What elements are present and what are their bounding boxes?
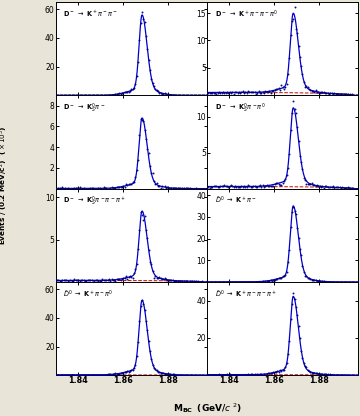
- Text: $\bar{D}^0$ $\to$ K$^+\pi^-\pi^0$: $\bar{D}^0$ $\to$ K$^+\pi^-\pi^0$: [63, 288, 114, 300]
- Text: $\bar{D}^0$ $\to$ K$^+\pi^-\pi^-\pi^+$: $\bar{D}^0$ $\to$ K$^+\pi^-\pi^-\pi^+$: [215, 288, 277, 300]
- Text: $\mathbf{M_{BC\ }}$ (GeV/$c^{\ 2}$): $\mathbf{M_{BC\ }}$ (GeV/$c^{\ 2}$): [173, 401, 242, 415]
- Text: D$^-$ $\to$ K$^0_S\pi^-\pi^-\pi^+$: D$^-$ $\to$ K$^0_S\pi^-\pi^-\pi^+$: [63, 195, 126, 208]
- Text: D$^-$ $\to$ K$^+\pi^-\pi^-\pi^0$: D$^-$ $\to$ K$^+\pi^-\pi^-\pi^0$: [215, 9, 278, 20]
- Text: D$^-$ $\to$ K$^+\pi^-\pi^-$: D$^-$ $\to$ K$^+\pi^-\pi^-$: [63, 9, 118, 19]
- Text: Events / (0.2 MeV/c$^2$)  ( $\times 10^3$): Events / (0.2 MeV/c$^2$) ( $\times 10^3$…: [0, 125, 10, 245]
- Text: D$^-$ $\to$ K$^0_S\pi^-$: D$^-$ $\to$ K$^0_S\pi^-$: [63, 102, 106, 115]
- Text: D$^-$ $\to$ K$^0_S\pi^-\pi^0$: D$^-$ $\to$ K$^0_S\pi^-\pi^0$: [215, 102, 265, 115]
- Text: $\bar{D}^0$ $\to$ K$^+\pi^-$: $\bar{D}^0$ $\to$ K$^+\pi^-$: [215, 195, 257, 206]
